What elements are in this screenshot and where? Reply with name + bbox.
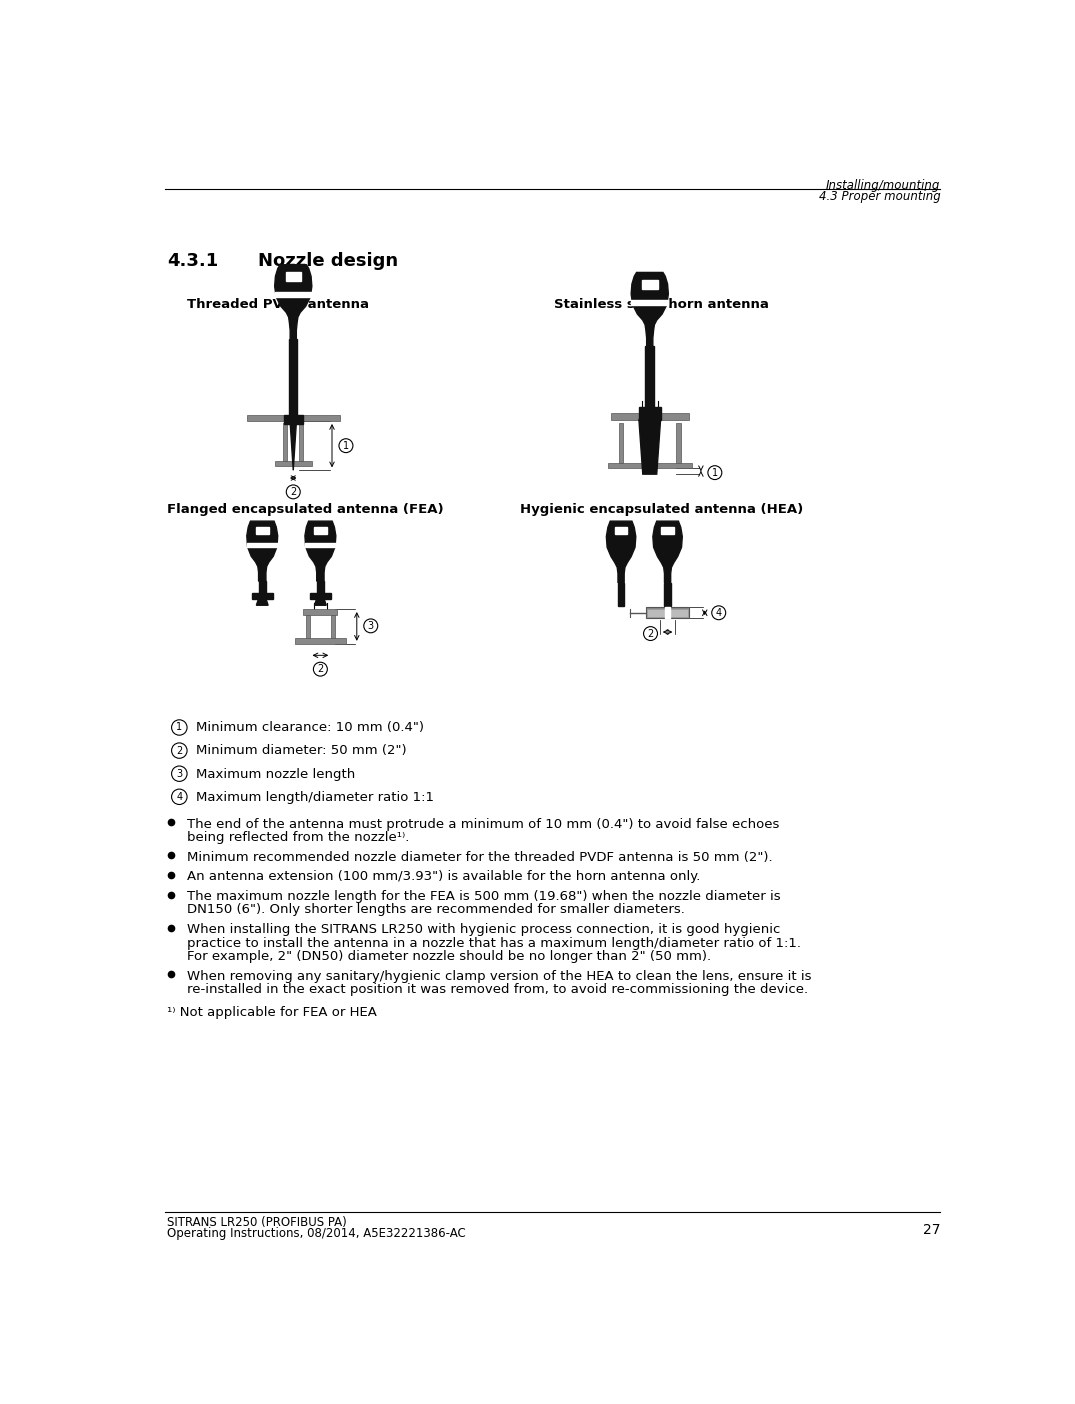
Bar: [645, 347, 655, 414]
Polygon shape: [315, 598, 327, 605]
Bar: [317, 581, 324, 595]
Text: Hygienic encapsulated antenna (HEA): Hygienic encapsulated antenna (HEA): [519, 504, 803, 517]
Text: When removing any sanitary/hygienic clamp version of the HEA to clean the lens, : When removing any sanitary/hygienic clam…: [187, 970, 812, 983]
Circle shape: [172, 720, 187, 736]
Text: 4.3 Proper mounting: 4.3 Proper mounting: [819, 190, 941, 204]
Bar: [289, 338, 297, 414]
Bar: [611, 413, 688, 420]
Bar: [607, 463, 691, 468]
Text: being reflected from the nozzle¹⁾.: being reflected from the nozzle¹⁾.: [187, 831, 410, 844]
Text: SITRANS LR250 (PROFIBUS PA): SITRANS LR250 (PROFIBUS PA): [167, 1216, 346, 1228]
Circle shape: [172, 767, 187, 782]
Text: 2: 2: [290, 487, 297, 497]
Bar: [618, 583, 625, 607]
Text: 3: 3: [368, 621, 374, 630]
Text: 4: 4: [716, 608, 721, 618]
Bar: [639, 407, 661, 420]
Text: Minimum recommended nozzle diameter for the threaded PVDF antenna is 50 mm (2").: Minimum recommended nozzle diameter for …: [187, 851, 773, 863]
Polygon shape: [653, 521, 683, 583]
Polygon shape: [305, 521, 335, 581]
Bar: [642, 281, 658, 289]
Text: An antenna extension (100 mm/3.93") is available for the horn antenna only.: An antenna extension (100 mm/3.93") is a…: [187, 870, 701, 883]
Bar: [247, 543, 277, 548]
Text: For example, 2" (DN50) diameter nozzle should be no longer than 2" (50 mm).: For example, 2" (DN50) diameter nozzle s…: [187, 951, 712, 963]
Bar: [274, 461, 312, 466]
Text: Operating Instructions, 08/2014, A5E32221386-AC: Operating Instructions, 08/2014, A5E3222…: [167, 1227, 465, 1240]
Text: DN150 (6"). Only shorter lengths are recommended for smaller diameters.: DN150 (6"). Only shorter lengths are rec…: [187, 903, 685, 917]
Text: Maximum nozzle length: Maximum nozzle length: [197, 768, 356, 781]
Bar: [647, 609, 688, 616]
Polygon shape: [290, 423, 297, 470]
Text: re-installed in the exact position it was removed from, to avoid re-commissionin: re-installed in the exact position it wa…: [187, 983, 808, 997]
Text: 27: 27: [922, 1223, 941, 1237]
Text: Nozzle design: Nozzle design: [258, 251, 399, 270]
Text: Stainless steel horn antenna: Stainless steel horn antenna: [554, 298, 769, 310]
Bar: [310, 592, 331, 598]
Text: 1: 1: [343, 441, 349, 451]
Bar: [305, 543, 335, 548]
Bar: [259, 581, 266, 595]
Text: 1: 1: [176, 723, 183, 733]
Bar: [284, 414, 302, 424]
Circle shape: [286, 484, 300, 498]
Text: 3: 3: [176, 769, 183, 779]
Bar: [646, 608, 689, 618]
Text: 4.3.1: 4.3.1: [167, 251, 218, 270]
Circle shape: [363, 619, 377, 633]
Text: Installing/mounting: Installing/mounting: [826, 180, 941, 192]
Text: Flanged encapsulated antenna (FEA): Flanged encapsulated antenna (FEA): [167, 504, 443, 517]
Text: 1: 1: [712, 468, 718, 477]
Bar: [619, 423, 623, 463]
Text: 4: 4: [176, 792, 183, 802]
Text: 2: 2: [647, 629, 654, 639]
Polygon shape: [274, 265, 312, 338]
Text: When installing the SITRANS LR250 with hygienic process connection, it is good h: When installing the SITRANS LR250 with h…: [187, 922, 780, 936]
Bar: [331, 615, 335, 639]
Polygon shape: [247, 521, 277, 581]
Text: The end of the antenna must protrude a minimum of 10 mm (0.4") to avoid false ec: The end of the antenna must protrude a m…: [187, 817, 779, 831]
Text: Minimum diameter: 50 mm (2"): Minimum diameter: 50 mm (2"): [197, 744, 407, 757]
Bar: [256, 526, 269, 535]
Bar: [661, 528, 674, 535]
Polygon shape: [247, 414, 287, 421]
Text: practice to install the antenna in a nozzle that has a maximum length/diameter r: practice to install the antenna in a noz…: [187, 936, 801, 949]
Bar: [305, 615, 310, 639]
Circle shape: [172, 789, 187, 804]
Text: ¹⁾ Not applicable for FEA or HEA: ¹⁾ Not applicable for FEA or HEA: [167, 1005, 377, 1019]
Bar: [303, 609, 338, 615]
Bar: [274, 292, 312, 298]
Circle shape: [644, 626, 658, 640]
Text: Minimum clearance: 10 mm (0.4"): Minimum clearance: 10 mm (0.4"): [197, 722, 425, 734]
Bar: [631, 300, 669, 305]
Circle shape: [172, 743, 187, 758]
Bar: [295, 639, 346, 644]
Circle shape: [314, 663, 328, 677]
Polygon shape: [631, 272, 669, 347]
Bar: [283, 423, 287, 461]
Polygon shape: [300, 414, 340, 421]
Circle shape: [339, 438, 353, 452]
Bar: [300, 423, 303, 461]
Bar: [676, 423, 680, 463]
Circle shape: [712, 607, 726, 619]
Bar: [286, 272, 301, 281]
Text: 2: 2: [317, 664, 324, 674]
Polygon shape: [606, 521, 635, 583]
Circle shape: [707, 466, 721, 480]
Bar: [664, 583, 671, 607]
Polygon shape: [256, 598, 268, 605]
Bar: [314, 526, 327, 535]
Bar: [665, 608, 670, 618]
Text: Threaded PVDF antenna: Threaded PVDF antenna: [187, 298, 369, 310]
Text: Maximum length/diameter ratio 1:1: Maximum length/diameter ratio 1:1: [197, 790, 434, 803]
Bar: [252, 592, 273, 598]
Polygon shape: [639, 420, 661, 475]
Text: 2: 2: [176, 746, 183, 755]
Text: The maximum nozzle length for the FEA is 500 mm (19.68") when the nozzle diamete: The maximum nozzle length for the FEA is…: [187, 890, 780, 903]
Bar: [615, 528, 628, 535]
